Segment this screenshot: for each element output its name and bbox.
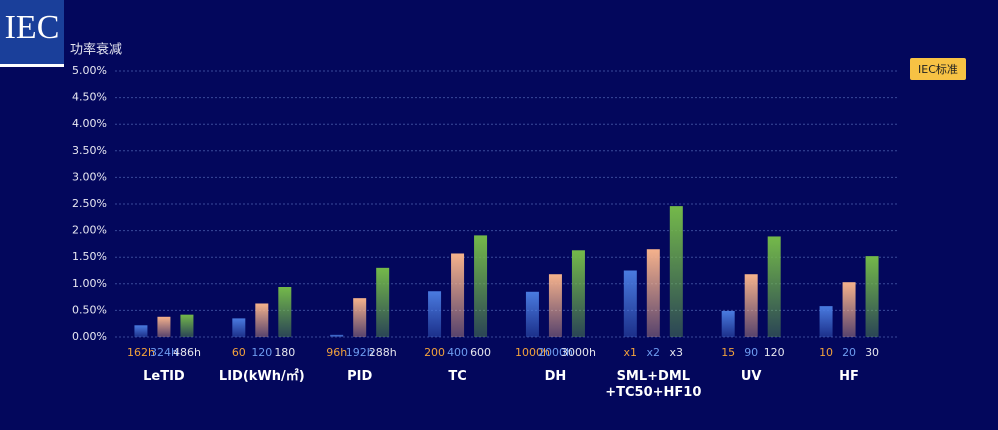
bar bbox=[669, 206, 683, 337]
sub-label: x3 bbox=[670, 346, 684, 359]
sub-label: x1 bbox=[624, 346, 638, 359]
bar bbox=[255, 303, 269, 337]
sub-label: 10 bbox=[819, 346, 833, 359]
category-label: TC bbox=[448, 369, 467, 384]
y-tick-label: 0.00% bbox=[72, 330, 107, 343]
bar bbox=[157, 316, 171, 337]
bar bbox=[134, 325, 148, 337]
bar bbox=[842, 282, 856, 337]
sub-label: 192h bbox=[346, 346, 374, 359]
bar bbox=[571, 250, 585, 337]
bar bbox=[180, 314, 194, 337]
sub-label: 180 bbox=[274, 346, 295, 359]
sub-label: 96h bbox=[326, 346, 347, 359]
y-tick-label: 1.50% bbox=[72, 250, 107, 263]
bar bbox=[721, 310, 735, 337]
bar bbox=[232, 318, 246, 337]
y-tick-label: 0.50% bbox=[72, 303, 107, 316]
sub-label: 60 bbox=[232, 346, 246, 359]
bar bbox=[278, 286, 292, 337]
sub-label: 2000h bbox=[538, 346, 573, 359]
y-tick-label: 4.00% bbox=[72, 117, 107, 130]
category-label: HF bbox=[839, 369, 859, 384]
bar bbox=[819, 306, 833, 337]
sub-label: 30 bbox=[865, 346, 879, 359]
legend-badge: IEC标准 bbox=[910, 58, 966, 80]
bar bbox=[767, 236, 781, 337]
y-tick-label: 5.00% bbox=[72, 64, 107, 77]
y-tick-label: 3.00% bbox=[72, 170, 107, 183]
sub-label: x2 bbox=[647, 346, 661, 359]
bar bbox=[376, 267, 390, 337]
y-tick-label: 4.50% bbox=[72, 91, 107, 104]
bar bbox=[548, 274, 562, 337]
bar bbox=[646, 249, 660, 337]
category-label: LID(kWh/㎡) bbox=[218, 369, 305, 384]
sub-label: 400 bbox=[447, 346, 468, 359]
bar bbox=[451, 253, 465, 337]
sub-label: 120 bbox=[764, 346, 785, 359]
sub-label: 20 bbox=[842, 346, 856, 359]
sub-label: 200 bbox=[424, 346, 445, 359]
category-label: SML+DML +TC50+HF10 bbox=[605, 369, 702, 400]
y-tick-label: 3.50% bbox=[72, 144, 107, 157]
sub-label: 486h bbox=[173, 346, 201, 359]
bar bbox=[525, 291, 539, 337]
y-axis-title: 功率衰减 bbox=[70, 42, 122, 58]
y-tick-label: 2.50% bbox=[72, 197, 107, 210]
bar bbox=[865, 256, 879, 337]
sub-label: 600 bbox=[470, 346, 491, 359]
bar bbox=[353, 298, 367, 337]
sub-label: 120 bbox=[251, 346, 272, 359]
y-tick-label: 2.00% bbox=[72, 224, 107, 237]
sub-label: 90 bbox=[744, 346, 758, 359]
bar bbox=[474, 235, 488, 337]
sub-label: 162h bbox=[127, 346, 155, 359]
category-label: LeTID bbox=[143, 369, 185, 384]
category-label: UV bbox=[740, 369, 762, 384]
sub-label: 324h bbox=[150, 346, 178, 359]
category-label: DH bbox=[544, 369, 567, 384]
sub-label: 1000h bbox=[515, 346, 550, 359]
sub-label: 3000h bbox=[561, 346, 596, 359]
bar bbox=[744, 274, 758, 337]
bar bbox=[623, 270, 637, 337]
category-label: PID bbox=[347, 369, 373, 384]
bar bbox=[330, 334, 344, 337]
bar bbox=[428, 291, 442, 337]
y-tick-label: 1.00% bbox=[72, 277, 107, 290]
sub-label: 288h bbox=[369, 346, 397, 359]
sub-label: 15 bbox=[721, 346, 735, 359]
logo: IEC bbox=[0, 0, 64, 67]
